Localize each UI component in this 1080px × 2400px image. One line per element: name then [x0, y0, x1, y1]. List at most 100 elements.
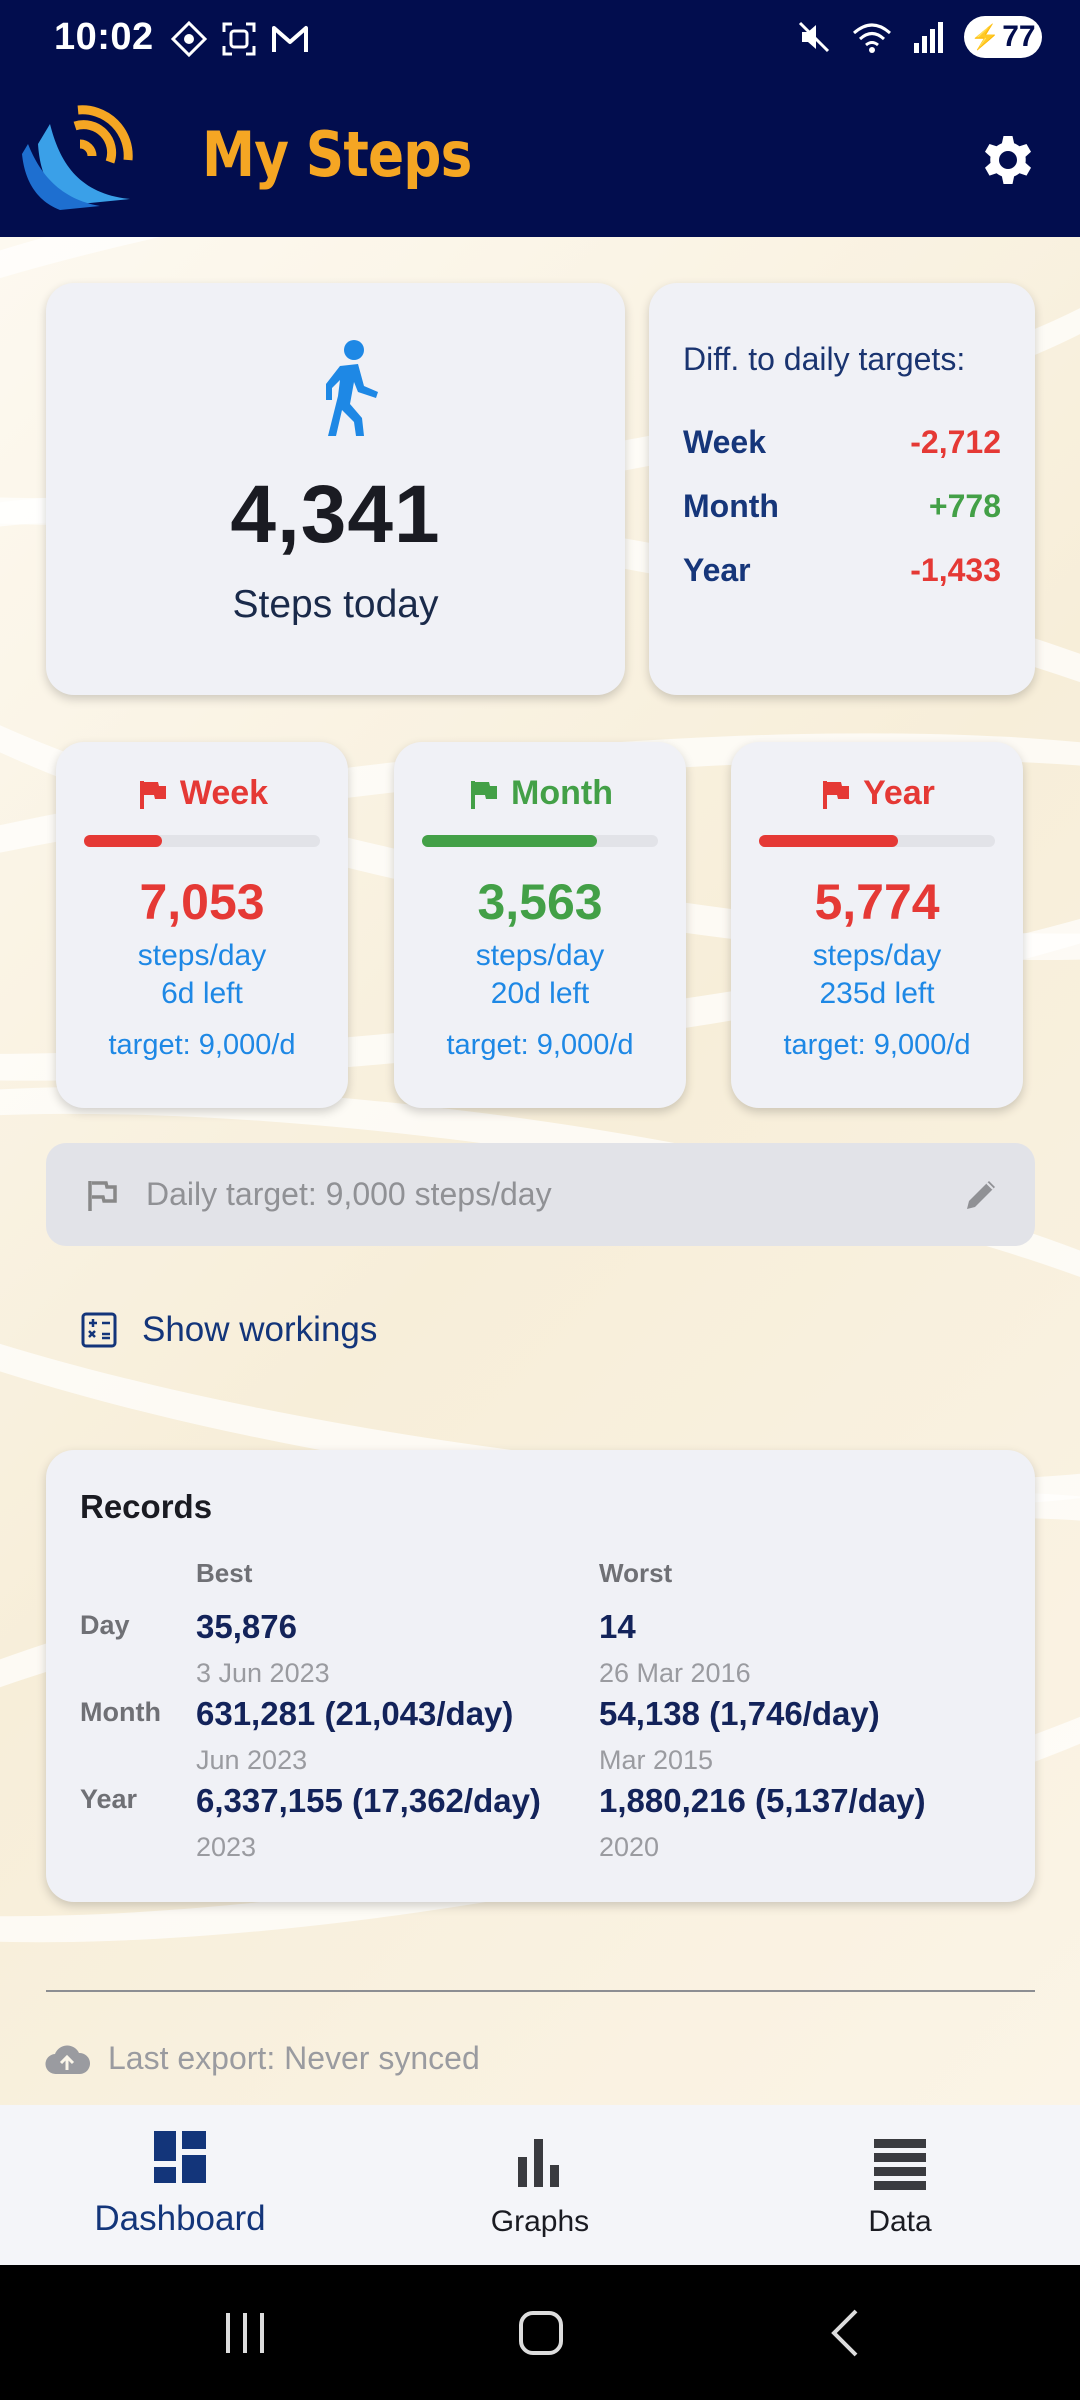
diff-row-week: Week -2,712: [683, 410, 1001, 474]
home-icon[interactable]: [516, 2305, 566, 2361]
progress-bar: [759, 835, 995, 847]
record-best-value: 6,337,155 (17,362/day): [196, 1782, 541, 1819]
diff-row-year: Year -1,433: [683, 538, 1001, 602]
diff-row-month: Month +778: [683, 474, 1001, 538]
records-card: Records Best Worst Day 35,876 3 Jun 2023…: [46, 1450, 1035, 1902]
diff-label: Week: [683, 423, 767, 460]
show-workings-button[interactable]: Show workings: [80, 1310, 377, 1350]
dashboard-icon: [154, 2131, 206, 2183]
record-best-date: Jun 2023: [196, 1745, 308, 1775]
period-unit: steps/day: [475, 939, 605, 972]
diff-value: +778: [928, 487, 1001, 524]
gmail-icon: [272, 26, 308, 52]
period-average: 3,563: [477, 874, 603, 930]
period-label: Month: [511, 774, 613, 812]
progress-fill: [422, 835, 597, 847]
back-icon[interactable]: [820, 2305, 870, 2361]
wifi-icon: [853, 23, 891, 53]
nav-dashboard[interactable]: Dashboard: [0, 2105, 360, 2265]
battery-indicator: ⚡ 77: [964, 16, 1042, 58]
record-worst-date: 2020: [599, 1832, 660, 1862]
year-period-card[interactable]: Year 5,774 steps/day 235d left target: 9…: [731, 742, 1023, 1108]
worst-column-header: Worst: [599, 1558, 673, 1588]
flag-icon: [471, 780, 498, 809]
nav-dashboard-label: Dashboard: [94, 2199, 266, 2238]
notification-icons: [170, 20, 310, 58]
record-label-day: Day: [80, 1610, 130, 1640]
steps-today-card: 4,341 Steps today: [46, 283, 625, 695]
settings-gear-icon[interactable]: [976, 128, 1040, 192]
show-workings-label: Show workings: [142, 1310, 378, 1349]
diff-value: -2,712: [910, 423, 1001, 460]
period-header: Month: [394, 774, 686, 813]
diff-value: -1,433: [910, 551, 1001, 588]
last-export-text: Last export: Never synced: [108, 2040, 480, 2076]
progress-bar: [84, 835, 320, 847]
records-title: Records: [80, 1488, 213, 1525]
app-bar: My Steps: [0, 80, 1080, 237]
flag-outline-icon: [88, 1181, 117, 1211]
record-worst-value: 1,880,216 (5,137/day): [599, 1782, 926, 1819]
period-header: Year: [731, 774, 1023, 813]
period-header: Week: [56, 774, 348, 813]
record-label-year: Year: [80, 1784, 138, 1814]
progress-fill: [759, 835, 899, 847]
walking-person-icon: [326, 340, 378, 436]
period-days-left: 235d left: [819, 977, 935, 1010]
period-average: 5,774: [814, 874, 940, 930]
diff-title: Diff. to daily targets:: [683, 341, 966, 377]
divider: [46, 1990, 1035, 1992]
period-target: target: 9,000/d: [783, 1029, 971, 1061]
system-icons: ⚡ 77: [796, 16, 1042, 58]
flag-icon: [823, 780, 850, 809]
edit-pencil-icon[interactable]: [961, 1175, 1001, 1215]
week-period-card[interactable]: Week 7,053 steps/day 6d left target: 9,0…: [56, 742, 348, 1108]
best-column-header: Best: [196, 1558, 253, 1588]
calculator-icon: [81, 1312, 117, 1348]
record-worst-value: 14: [599, 1608, 636, 1645]
period-target: target: 9,000/d: [108, 1029, 296, 1061]
record-best-date: 3 Jun 2023: [196, 1658, 330, 1688]
signal-icon: [914, 22, 943, 53]
period-days-left: 20d left: [490, 977, 590, 1010]
last-export-status: Last export: Never synced: [44, 2040, 480, 2077]
period-label: Year: [863, 774, 935, 812]
period-target: target: 9,000/d: [446, 1029, 634, 1061]
progress-bar: [422, 835, 658, 847]
recent-apps-icon[interactable]: [220, 2305, 270, 2361]
nav-graphs-label: Graphs: [490, 2205, 590, 2238]
cloud-upload-icon: [45, 2044, 90, 2074]
list-icon: [874, 2139, 926, 2190]
record-label-month: Month: [80, 1697, 161, 1727]
record-best-date: 2023: [196, 1832, 257, 1862]
record-best-value: 35,876: [196, 1608, 297, 1645]
charging-icon: ⚡: [970, 23, 1001, 51]
status-bar: 10:02 ⚡ 77: [0, 0, 1080, 80]
period-average: 7,053: [139, 874, 265, 930]
nav-data[interactable]: Data: [720, 2105, 1080, 2265]
period-unit: steps/day: [137, 939, 267, 972]
record-best-value: 631,281 (21,043/day): [196, 1695, 514, 1732]
system-navigation-bar: [0, 2265, 1080, 2400]
steps-today-value: 4,341: [230, 469, 441, 560]
diff-to-targets-card: Diff. to daily targets: Week -2,712 Mont…: [649, 283, 1035, 695]
diff-label: Year: [683, 551, 751, 588]
mute-icon: [798, 21, 830, 53]
record-worst-date: 26 Mar 2016: [599, 1658, 751, 1688]
daily-target-text: Daily target: 9,000 steps/day: [146, 1176, 552, 1212]
month-period-card[interactable]: Month 3,563 steps/day 20d left target: 9…: [394, 742, 686, 1108]
flag-icon: [139, 780, 166, 809]
nav-graphs[interactable]: Graphs: [360, 2105, 720, 2265]
record-worst-date: Mar 2015: [599, 1745, 714, 1775]
period-days-left: 6d left: [161, 977, 243, 1010]
bottom-navigation: Dashboard Graphs Data: [0, 2105, 1080, 2265]
period-label: Week: [179, 774, 269, 812]
bar-chart-icon: [518, 2139, 559, 2187]
record-worst-value: 54,138 (1,746/day): [599, 1695, 880, 1732]
progress-fill: [84, 835, 162, 847]
daily-target-field[interactable]: Daily target: 9,000 steps/day: [46, 1143, 1035, 1246]
status-time: 10:02: [54, 16, 154, 58]
battery-level: 77: [1002, 20, 1036, 53]
steps-today-label: Steps today: [232, 583, 439, 626]
diff-label: Month: [683, 487, 779, 524]
